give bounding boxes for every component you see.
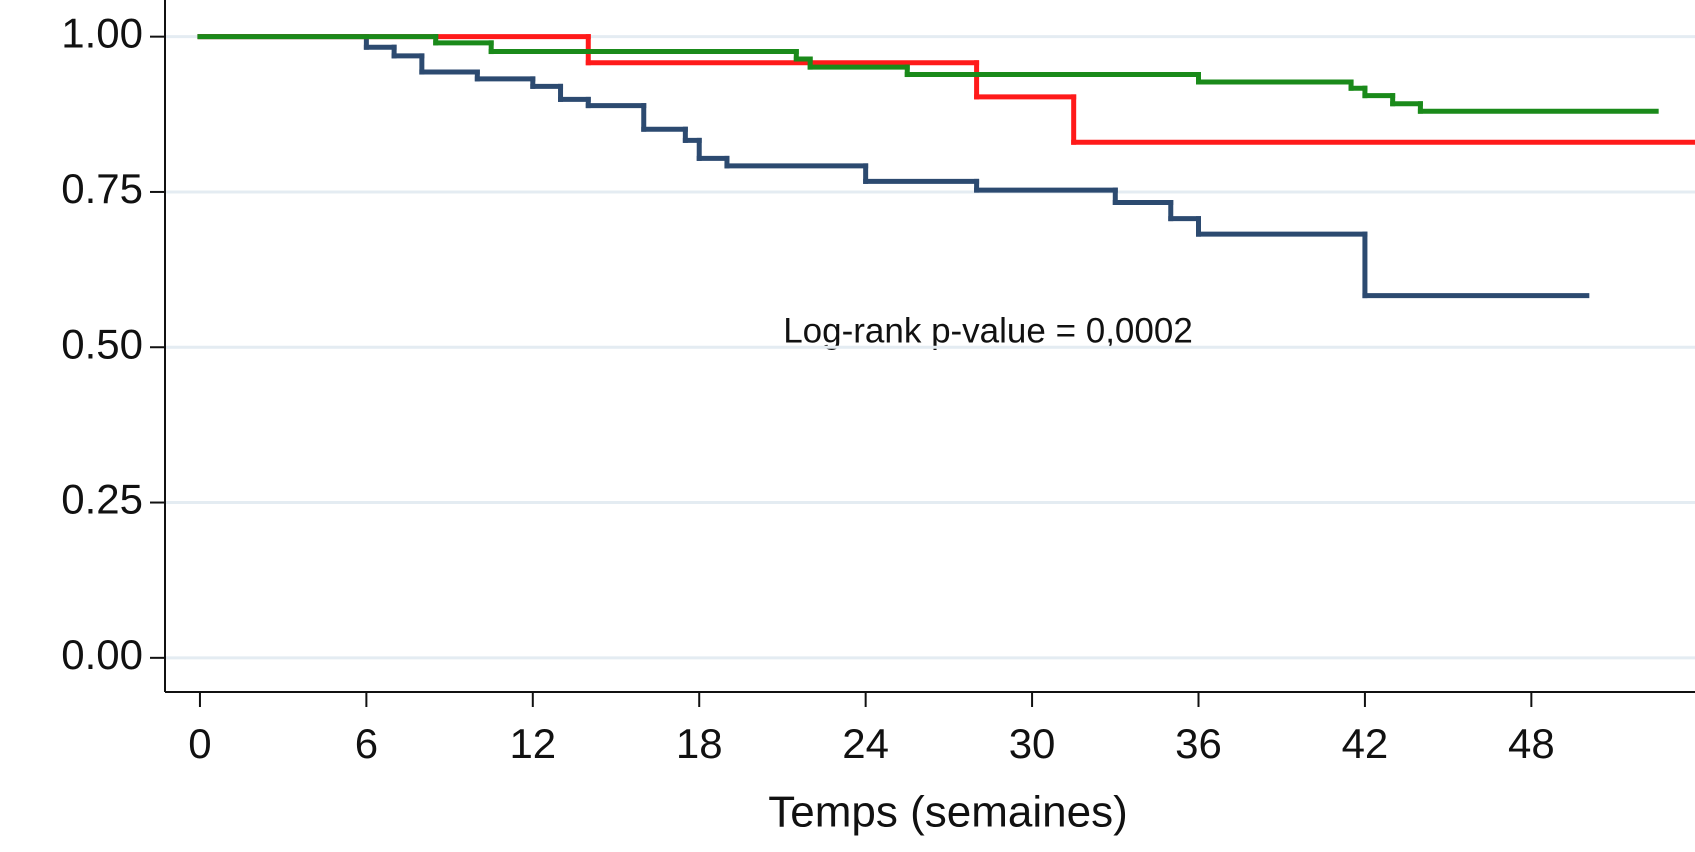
y-tick-label: 0.00 (61, 631, 143, 678)
x-tick-label: 0 (188, 720, 211, 767)
x-tick-label: 18 (676, 720, 723, 767)
y-tick-label: 1.00 (61, 10, 143, 57)
x-tick-label: 36 (1175, 720, 1222, 767)
x-tick-label: 12 (509, 720, 556, 767)
x-tick-label: 24 (842, 720, 889, 767)
x-tick-label: 30 (1009, 720, 1056, 767)
plot-area (197, 34, 1695, 299)
x-axis-title: Temps (semaines) (768, 788, 1127, 837)
y-tick-label: 0.50 (61, 320, 143, 367)
x-tick-label: 6 (355, 720, 378, 767)
y-tick-label: 0.75 (61, 165, 143, 212)
y-tick-label: 0.25 (61, 476, 143, 523)
x-tick-label: 48 (1508, 720, 1555, 767)
x-tick-label: 42 (1342, 720, 1389, 767)
annotation: Log-rank p-value = 0,0002 (783, 311, 1193, 350)
